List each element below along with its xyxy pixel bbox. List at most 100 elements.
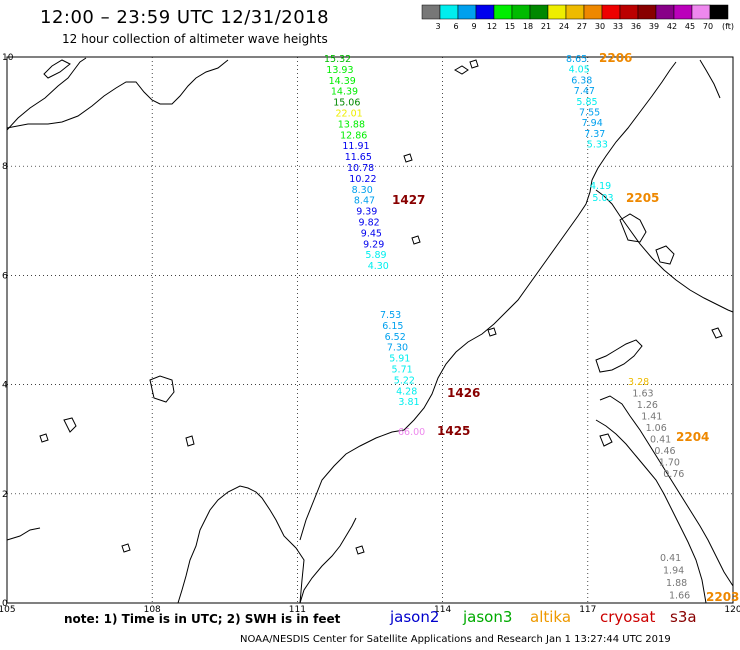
wave-height-label: 5.89 [365, 250, 386, 261]
wave-height-label: 9.29 [363, 239, 384, 250]
legend-tick-label: 18 [523, 22, 533, 31]
lat-tick-label: 10 [2, 53, 14, 63]
wave-height-label: 0.76 [663, 469, 684, 480]
satellite-legend-cryosat: cryosat [600, 608, 656, 626]
page-subtitle: 12 hour collection of altimeter wave hei… [62, 32, 328, 46]
lat-tick-label: 2 [2, 490, 8, 500]
wave-height-label: 10.22 [349, 174, 376, 185]
wave-height-label: 6.15 [382, 321, 403, 332]
wave-height-label: 7.37 [584, 129, 605, 140]
wave-height-label: 1.63 [632, 389, 653, 400]
lat-tick-label: 0 [2, 599, 8, 609]
wave-height-label: 14.39 [329, 76, 356, 87]
track-time-label: 2206 [599, 51, 632, 65]
wave-height-label: 1.06 [646, 423, 667, 434]
legend-tick-label: 33 [613, 22, 623, 31]
lat-tick-label: 6 [2, 271, 8, 281]
wave-height-label: 3.81 [398, 397, 419, 408]
lat-lon-grid: 105 108 111 114 117 120 0 2 4 6 8 10 [0, 53, 740, 615]
legend-swatch [709, 4, 729, 20]
legend-swatch [637, 4, 657, 20]
wave-height-label: 11.65 [345, 152, 372, 163]
map-frame [6, 56, 734, 604]
satellite-legend-s3a: s3a [670, 608, 697, 626]
legend-swatch [655, 4, 675, 20]
legend-tick-label: 12 [487, 22, 497, 31]
color-scale-legend: 3 6 9 12 15 18 21 24 27 30 33 36 39 42 45 70 (ft) [421, 4, 734, 31]
track-time-label: 1426 [447, 386, 480, 400]
legend-tick-label: 45 [685, 22, 695, 31]
legend-swatch [439, 4, 459, 20]
wave-height-label: 1.94 [663, 566, 684, 577]
track-time-label: 2203 [706, 590, 739, 604]
satellite-legend-jason3: jason3 [463, 608, 513, 626]
wave-height-label: 15.32 [324, 54, 351, 65]
wave-height-label: 1.70 [659, 458, 680, 469]
wave-height-label: 0.41 [660, 553, 681, 564]
wave-height-label: 14.39 [331, 87, 358, 98]
legend-swatch [691, 4, 711, 20]
wave-height-label: 13.88 [338, 119, 365, 130]
wave-height-label: 0.46 [654, 446, 675, 457]
wave-height-label: 9.82 [359, 218, 380, 229]
wave-height-label: 0.41 [650, 435, 671, 446]
wave-height-label: 5.33 [587, 140, 608, 151]
wave-height-label: 8.65 [566, 54, 587, 65]
wave-height-label: 15.06 [333, 98, 360, 109]
wave-height-label: 8.30 [352, 185, 373, 196]
wave-height-label: 7.94 [582, 118, 603, 129]
lon-tick-label: 114 [434, 605, 451, 615]
legend-swatch [457, 4, 477, 20]
wave-height-label: 4.28 [396, 386, 417, 397]
wave-height-label: 7.47 [574, 86, 595, 97]
satellite-legend-altika: altika [530, 608, 572, 626]
wave-height-label: 4.30 [368, 261, 389, 272]
legend-swatch [421, 4, 441, 20]
wave-height-label: 1.26 [637, 400, 658, 411]
satellite-legend-jason2: jason2 [390, 608, 440, 626]
legend-tick-label: 42 [667, 22, 677, 31]
wave-height-label: 12.86 [340, 130, 367, 141]
legend-unit-label: (ft) [722, 22, 734, 31]
legend-tick-label: 9 [471, 22, 476, 31]
legend-swatch [511, 4, 531, 20]
wave-height-label: 5.91 [389, 354, 410, 365]
lon-tick-label: 108 [144, 605, 161, 615]
wave-height-label: 9.39 [356, 207, 377, 218]
lat-tick-label: 8 [2, 162, 8, 172]
wave-height-label: 5.22 [394, 375, 415, 386]
legend-tick-label: 24 [559, 22, 569, 31]
wave-height-label: 22.01 [336, 109, 363, 120]
wave-height-label: 4.05 [569, 65, 590, 76]
footer-credit: NOAA/NESDIS Center for Satellite Applica… [240, 634, 671, 645]
lon-tick-label: 111 [289, 605, 306, 615]
track-time-label: 1425 [437, 424, 470, 438]
legend-swatch [583, 4, 603, 20]
track-time-label: 2204 [676, 430, 709, 444]
footer-note: note: 1) Time is in UTC; 2) SWH is in fe… [64, 612, 341, 626]
wave-height-label: 1.41 [641, 412, 662, 423]
legend-tick-label: 21 [541, 22, 551, 31]
legend-swatch [493, 4, 513, 20]
legend-swatch [673, 4, 693, 20]
wave-height-label: 13.93 [326, 65, 353, 76]
legend-swatch [601, 4, 621, 20]
lon-tick-label: 105 [0, 605, 16, 615]
wave-height-label: 1.66 [669, 591, 690, 602]
wave-height-label: 9.45 [361, 228, 382, 239]
coastline [6, 57, 734, 604]
small-islands [39, 59, 723, 555]
legend-tick-label: 27 [577, 22, 587, 31]
wave-height-label: 1.88 [666, 578, 687, 589]
wave-height-label: 8.47 [354, 196, 375, 207]
wave-height-label: 3.28 [628, 377, 649, 388]
wave-height-label: 7.53 [380, 310, 401, 321]
legend-tick-label: 3 [435, 22, 440, 31]
legend-tick-label: 70 [703, 22, 713, 31]
wave-height-label: 5.85 [576, 97, 597, 108]
legend-tick-label: 30 [595, 22, 605, 31]
wave-height-label: 7.30 [387, 343, 408, 354]
wave-height-label: 4.19 [590, 181, 611, 192]
